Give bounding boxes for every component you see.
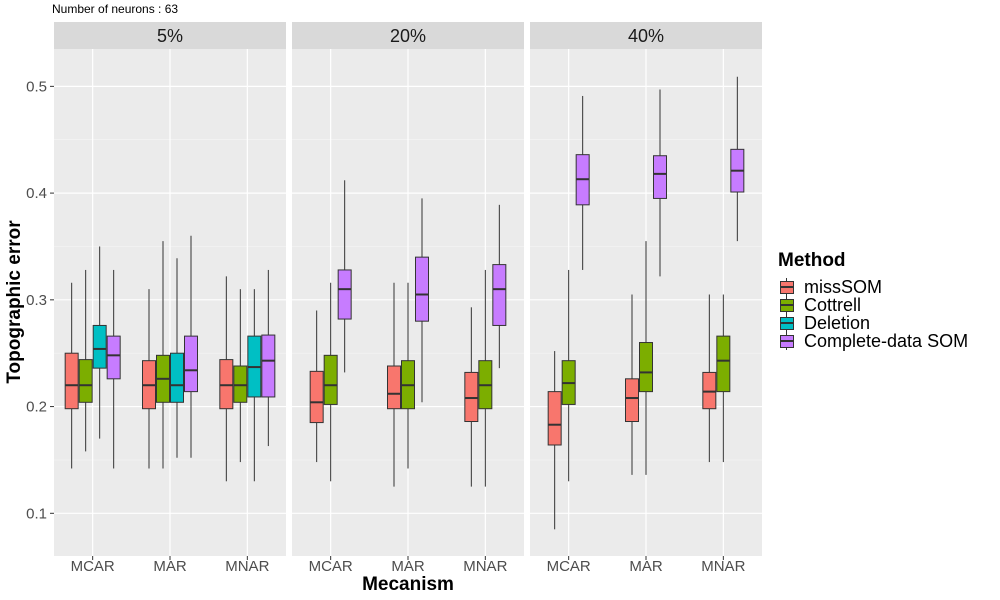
y-tick-label-1: 0.2 <box>26 399 47 416</box>
box-40-mcar-complete-data-som <box>575 95 590 270</box>
box-20-mcar-misssom-iqr <box>309 370 324 424</box>
box-40-mar-cottrell-iqr <box>639 342 653 393</box>
y-tick-label-3: 0.4 <box>26 185 47 202</box>
legend-key-deletion <box>778 314 796 332</box>
box-5-mcar-misssom-iqr <box>64 352 79 410</box>
x-tick-label-40-mar: MAR <box>629 558 663 575</box>
x-tick-label-40-mnar: MNAR <box>701 558 745 575</box>
subtitle: Number of neurons : 63 <box>52 2 179 16</box>
box-5-mcar-deletion-iqr <box>92 324 107 369</box>
x-tick-label-20-mcar: MCAR <box>309 558 353 575</box>
box-20-mnar-complete-data-som-iqr <box>492 264 507 326</box>
box-5-mcar-deletion <box>92 246 107 439</box>
box-20-mcar-complete-data-som-iqr <box>337 269 352 320</box>
facet-strip-40 <box>530 22 762 49</box>
box-40-mnar-misssom <box>702 294 717 463</box>
box-20-mnar-misssom-iqr <box>464 371 479 423</box>
box-40-mar-complete-data-som <box>653 89 667 277</box>
legend-label-deletion: Deletion <box>804 312 871 333</box>
box-40-mnar-cottrell <box>716 294 731 463</box>
x-tick-label-40-mcar: MCAR <box>547 558 591 575</box>
box-20-mar-cottrell <box>401 282 415 469</box>
box-20-mnar-complete-data-som <box>492 204 507 369</box>
box-5-mar-deletion-iqr <box>170 352 184 403</box>
box-40-mnar-misssom-iqr <box>702 371 717 410</box>
box-5-mar-complete-data-som <box>184 235 198 458</box>
box-40-mar-misssom-iqr <box>625 378 639 423</box>
box-5-mcar-cottrell <box>78 269 93 452</box>
box-5-mar-deletion <box>170 258 184 458</box>
facet-label-5: 5% <box>157 26 183 46</box>
box-5-mnar-deletion <box>247 289 262 482</box>
box-40-mnar-cottrell-iqr <box>716 335 731 393</box>
box-5-mnar-misssom-iqr <box>219 359 234 410</box>
legend-key-misssom <box>778 278 796 296</box>
legend-label-complete-data-som: Complete-data SOM <box>804 330 969 351</box>
x-tick-label-5-mnar: MNAR <box>225 558 269 575</box>
box-20-mcar-complete-data-som <box>337 180 352 373</box>
box-40-mnar-complete-data-som <box>730 76 745 242</box>
box-20-mar-complete-data-som <box>415 198 429 403</box>
facet-strip-5 <box>54 22 286 49</box>
x-tick-label-5-mcar: MCAR <box>71 558 115 575</box>
legend-item-misssom: missSOM <box>778 276 968 297</box>
box-40-mcar-cottrell <box>561 269 576 482</box>
box-5-mnar-complete-data-som-iqr <box>261 334 276 398</box>
box-5-mcar-misssom <box>64 282 79 469</box>
box-40-mar-cottrell <box>639 241 653 475</box>
facet-label-20: 20% <box>390 26 426 46</box>
legend-item-deletion: Deletion <box>778 312 968 333</box>
x-axis-title: Mecanism <box>362 574 454 595</box>
y-tick-label-2: 0.3 <box>26 292 47 309</box>
box-20-mar-misssom-iqr <box>387 365 401 410</box>
box-5-mcar-complete-data-som <box>106 269 121 469</box>
x-tick-label-5-mar: MAR <box>153 558 187 575</box>
y-tick-label-4: 0.5 <box>26 78 47 95</box>
box-5-mnar-cottrell-iqr <box>233 365 248 403</box>
box-5-mar-cottrell <box>156 241 170 469</box>
legend-item-complete-data-som: Complete-data SOM <box>778 330 969 351</box>
legend-key-complete-data-som <box>778 332 796 350</box>
legend-key-cottrell <box>778 296 796 314</box>
box-5-mnar-misssom <box>219 276 234 482</box>
box-5-mnar-complete-data-som <box>261 269 276 447</box>
facet-label-40: 40% <box>628 26 664 46</box>
legend-label-misssom: missSOM <box>804 276 882 297</box>
box-20-mnar-misssom <box>464 307 479 487</box>
x-tick-label-20-mnar: MNAR <box>463 558 507 575</box>
box-20-mcar-cottrell <box>323 282 338 482</box>
box-5-mar-misssom <box>142 289 156 469</box>
legend: Method missSOM Cottrell Deletion Comple <box>778 250 969 351</box>
box-5-mnar-cottrell <box>233 289 248 463</box>
box-20-mcar-cottrell-iqr <box>323 354 338 405</box>
box-20-mar-complete-data-som-iqr <box>415 256 429 322</box>
box-5-mar-complete-data-som-iqr <box>184 335 198 393</box>
x-tick-label-20-mar: MAR <box>391 558 425 575</box>
box-40-mcar-misssom <box>547 351 562 530</box>
y-axis-title: Topographic error <box>4 220 25 384</box>
box-40-mar-complete-data-som-iqr <box>653 155 667 199</box>
y-tick-label-0: 0.1 <box>26 505 47 522</box>
legend-label-cottrell: Cottrell <box>804 294 862 315</box>
box-40-mar-misssom <box>625 294 639 475</box>
box-5-mcar-cottrell-iqr <box>78 359 93 403</box>
box-5-mcar-complete-data-som-iqr <box>106 335 121 380</box>
box-40-mcar-misssom-iqr <box>547 391 562 446</box>
box-20-mcar-misssom <box>309 310 324 463</box>
legend-title: Method <box>778 250 846 271</box>
box-20-mar-misssom <box>387 282 401 487</box>
box-20-mnar-cottrell <box>478 269 493 487</box>
legend-item-cottrell: Cottrell <box>778 294 968 315</box>
facet-strip-20 <box>292 22 524 49</box>
